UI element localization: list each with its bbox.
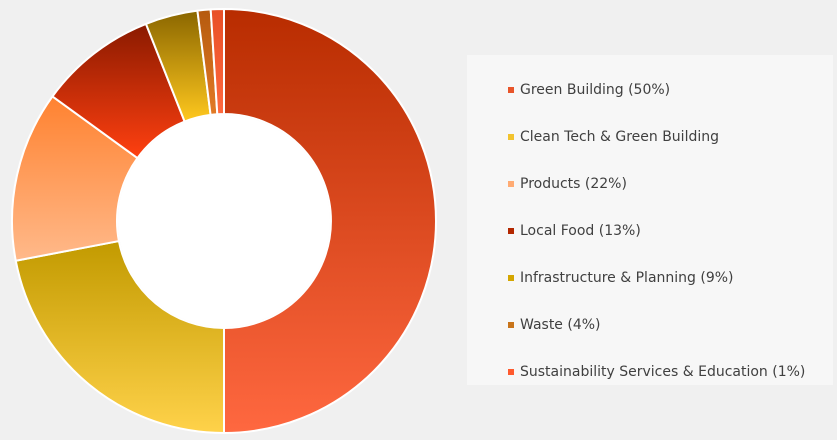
legend-item: Waste (4%) xyxy=(467,301,833,348)
donut-slice-2 xyxy=(14,240,225,434)
legend-label: Products (22%) xyxy=(520,175,627,192)
chart-legend: Green Building (50%) Clean Tech & Green B… xyxy=(467,55,833,385)
legend-label: Infrastructure & Planning (9%) xyxy=(520,269,734,286)
legend-item: Sustainability Services & Education (1%) xyxy=(467,348,833,395)
legend-item: Products (22%) xyxy=(467,160,833,207)
legend-swatch xyxy=(508,227,514,234)
legend-swatch xyxy=(508,180,514,187)
legend-label: Sustainability Services & Education (1%) xyxy=(520,363,806,380)
donut-hole xyxy=(118,115,330,327)
legend-item: Clean Tech & Green Building xyxy=(467,113,833,160)
legend-item: Infrastructure & Planning (9%) xyxy=(467,254,833,301)
legend-label: Waste (4%) xyxy=(520,316,601,333)
legend-swatch xyxy=(508,133,514,140)
legend-item: Green Building (50%) xyxy=(467,66,833,113)
legend-swatch xyxy=(508,321,514,328)
legend-swatch xyxy=(508,86,514,93)
legend-swatch xyxy=(508,368,514,375)
legend-swatch xyxy=(508,274,514,281)
legend-item: Local Food (13%) xyxy=(467,207,833,254)
legend-label: Local Food (13%) xyxy=(520,222,641,239)
donut-slices xyxy=(11,8,437,434)
donut-slice-7 xyxy=(209,8,225,116)
legend-label: Clean Tech & Green Building xyxy=(520,128,719,145)
donut-slice-1 xyxy=(223,8,437,434)
legend-label: Green Building (50%) xyxy=(520,81,671,98)
